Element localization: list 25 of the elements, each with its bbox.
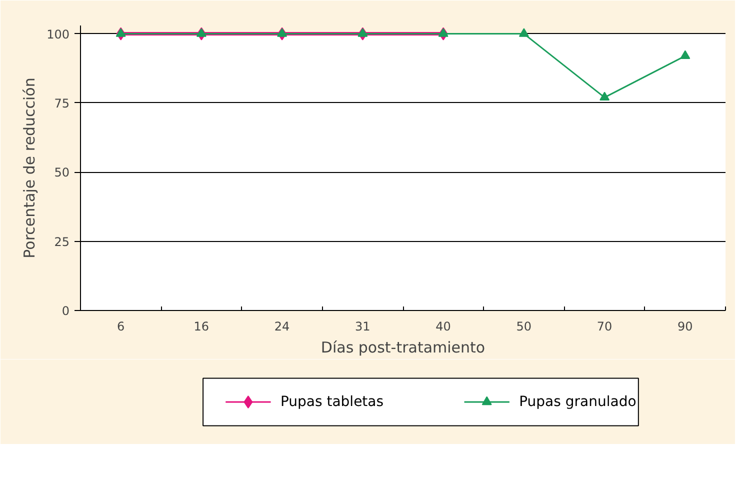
- x-tick-label: 6: [116, 320, 125, 334]
- point: [116, 28, 126, 37]
- y-tick-label: 0: [62, 304, 70, 318]
- point: [358, 28, 368, 37]
- x-tick-label: 40: [436, 320, 451, 334]
- y-tick-label: 75: [54, 96, 70, 110]
- y-tick-label: 100: [46, 27, 70, 42]
- x-tick-label: 70: [596, 320, 612, 334]
- point: [600, 92, 610, 101]
- y-tick-label: 25: [54, 234, 70, 249]
- x-tick-label: 50: [516, 320, 532, 334]
- x-tick-label: 24: [274, 320, 290, 334]
- x-tick-label: 31: [355, 320, 370, 334]
- point: [438, 28, 448, 37]
- legend-label: Pupas tabletas: [280, 394, 384, 410]
- point: [680, 50, 690, 60]
- y-tick-label: 50: [54, 166, 70, 180]
- point: [518, 28, 529, 37]
- legend-label: Pupas granulado: [519, 394, 636, 410]
- x-tick-label: 16: [194, 320, 210, 334]
- y-axis-title: Porcentaje de reducción: [20, 78, 39, 258]
- point: [277, 28, 288, 37]
- x-tick-label: 90: [678, 320, 693, 334]
- point: [196, 28, 206, 37]
- x-axis-title: Días post-tratamiento: [320, 338, 486, 356]
